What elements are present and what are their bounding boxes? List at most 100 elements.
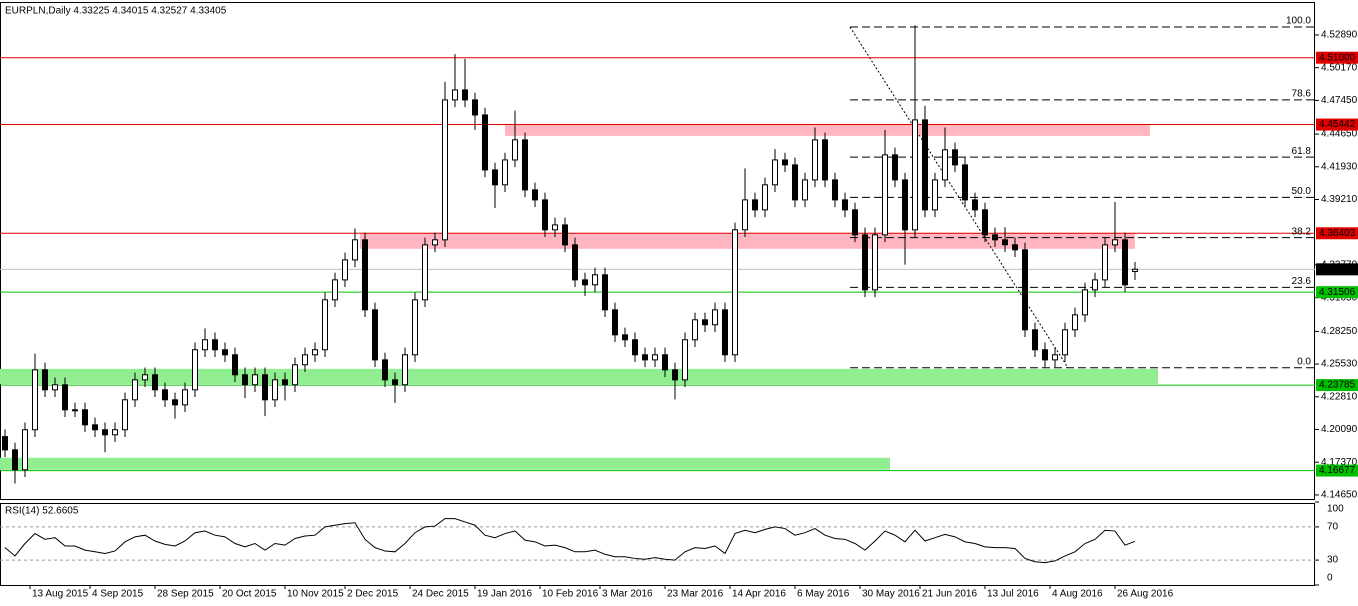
- axes: 4.52890 4.50170 4.47450 4.44650 4.41930 4.392…: [29, 30, 1358, 600]
- zones: [0, 123, 1158, 470]
- level-box: [1316, 286, 1358, 299]
- candle-body: [892, 154, 898, 181]
- candle-body: [612, 309, 618, 336]
- candle-body: [982, 209, 988, 236]
- x-tick-label: 28 Sep 2015: [157, 589, 214, 600]
- candle-body: [72, 409, 78, 412]
- candle-body: [782, 159, 788, 166]
- candle-body: [952, 149, 958, 166]
- candle-body: [2, 436, 8, 451]
- candle-body: [62, 384, 68, 411]
- candle-body: [452, 89, 458, 101]
- candle-body: [1062, 329, 1068, 356]
- x-tick-label: 13 Aug 2015: [32, 589, 89, 600]
- level-label: 4.31506: [1319, 287, 1356, 298]
- candle-body: [32, 369, 38, 431]
- candle-body: [22, 429, 28, 471]
- candle-body: [212, 339, 218, 351]
- candle-body: [422, 244, 428, 301]
- y-tick-label: 4.44650: [1321, 129, 1358, 140]
- fib-label: 78.6: [1292, 89, 1312, 100]
- candle-body: [702, 319, 708, 326]
- x-tick-label: 2 Dec 2015: [347, 589, 399, 600]
- candle-body: [272, 379, 278, 401]
- candle-body: [862, 234, 868, 291]
- rsi-panel: [0, 503, 1315, 586]
- candle-body: [222, 349, 228, 356]
- x-tick-label: 23 Mar 2016: [667, 589, 724, 600]
- candle-body: [1032, 329, 1038, 351]
- candle-body: [232, 354, 238, 376]
- x-tick-label: 10 Feb 2016: [542, 589, 599, 600]
- level-box: [1316, 227, 1358, 240]
- candle-body: [1112, 239, 1118, 246]
- x-tick-label: 24 Dec 2015: [412, 589, 469, 600]
- fib-label: 23.6: [1292, 276, 1312, 287]
- y-tick-label: 4.50170: [1321, 62, 1358, 73]
- candle-body: [632, 339, 638, 356]
- price-panel: [0, 2, 1315, 500]
- candle-body: [302, 354, 308, 366]
- candle-body: [552, 224, 558, 231]
- y-tick-label: 70: [1327, 522, 1339, 533]
- candle-body: [852, 209, 858, 236]
- candle-body: [322, 299, 328, 351]
- zone: [0, 457, 890, 470]
- candle-body: [962, 164, 968, 201]
- candle-body: [172, 399, 178, 406]
- candle-body: [512, 139, 518, 161]
- level-label: 4.51000: [1319, 52, 1356, 63]
- candle-body: [502, 159, 508, 186]
- zone: [0, 368, 1158, 384]
- candle-body: [442, 99, 448, 241]
- fib-label: 50.0: [1292, 186, 1312, 197]
- candle-body: [622, 334, 628, 341]
- candle-body: [382, 359, 388, 381]
- rsi: [0, 518, 1315, 564]
- candle-body: [672, 369, 678, 381]
- y-tick-label: 4.52890: [1321, 30, 1358, 41]
- candle-body: [42, 369, 48, 391]
- x-tick-label: 19 Jan 2016: [477, 589, 532, 600]
- candle-body: [682, 339, 688, 381]
- candle-body: [352, 239, 358, 261]
- level-box: [1316, 51, 1358, 64]
- candle-body: [842, 199, 848, 211]
- candle-body: [402, 354, 408, 386]
- level-box: [1316, 263, 1358, 276]
- candles: [2, 25, 1138, 484]
- candle-body: [722, 309, 728, 356]
- chart-title: EURPLN,Daily 4.33225 4.34015 4.32527 4.3…: [5, 6, 227, 17]
- x-tick-label: 14 Apr 2016: [732, 589, 786, 600]
- candle-body: [132, 379, 138, 401]
- candle-body: [812, 139, 818, 181]
- y-tick-label: 4.39210: [1321, 194, 1358, 205]
- candle-body: [592, 274, 598, 286]
- y-tick-label: 4.25530: [1321, 359, 1358, 370]
- candle-body: [242, 374, 248, 386]
- level-label: 4.45442: [1319, 119, 1356, 130]
- candle-body: [282, 379, 288, 386]
- candle-body: [152, 374, 158, 391]
- y-tick-label: 4.14650: [1321, 490, 1358, 501]
- candle-body: [202, 339, 208, 351]
- candle-body: [342, 259, 348, 281]
- candle-body: [1102, 244, 1108, 281]
- candle-body: [1022, 249, 1028, 331]
- fib-label: 38.2: [1292, 226, 1312, 237]
- y-tick-label: 30: [1327, 555, 1339, 566]
- rsi-title: RSI(14) 52.6605: [5, 506, 79, 517]
- candle-body: [262, 374, 268, 401]
- x-tick-label: 3 Mar 2016: [602, 589, 653, 600]
- candle-body: [112, 429, 118, 436]
- y-tick-label: 4.22810: [1321, 391, 1358, 402]
- candle-body: [652, 354, 658, 361]
- candle-body: [1092, 279, 1098, 291]
- candle-body: [392, 379, 398, 386]
- candle-body: [462, 89, 468, 101]
- candle-body: [82, 409, 88, 426]
- level-box: [1316, 379, 1358, 392]
- candle-body: [292, 364, 298, 386]
- level-label: 4.33405: [1319, 264, 1356, 275]
